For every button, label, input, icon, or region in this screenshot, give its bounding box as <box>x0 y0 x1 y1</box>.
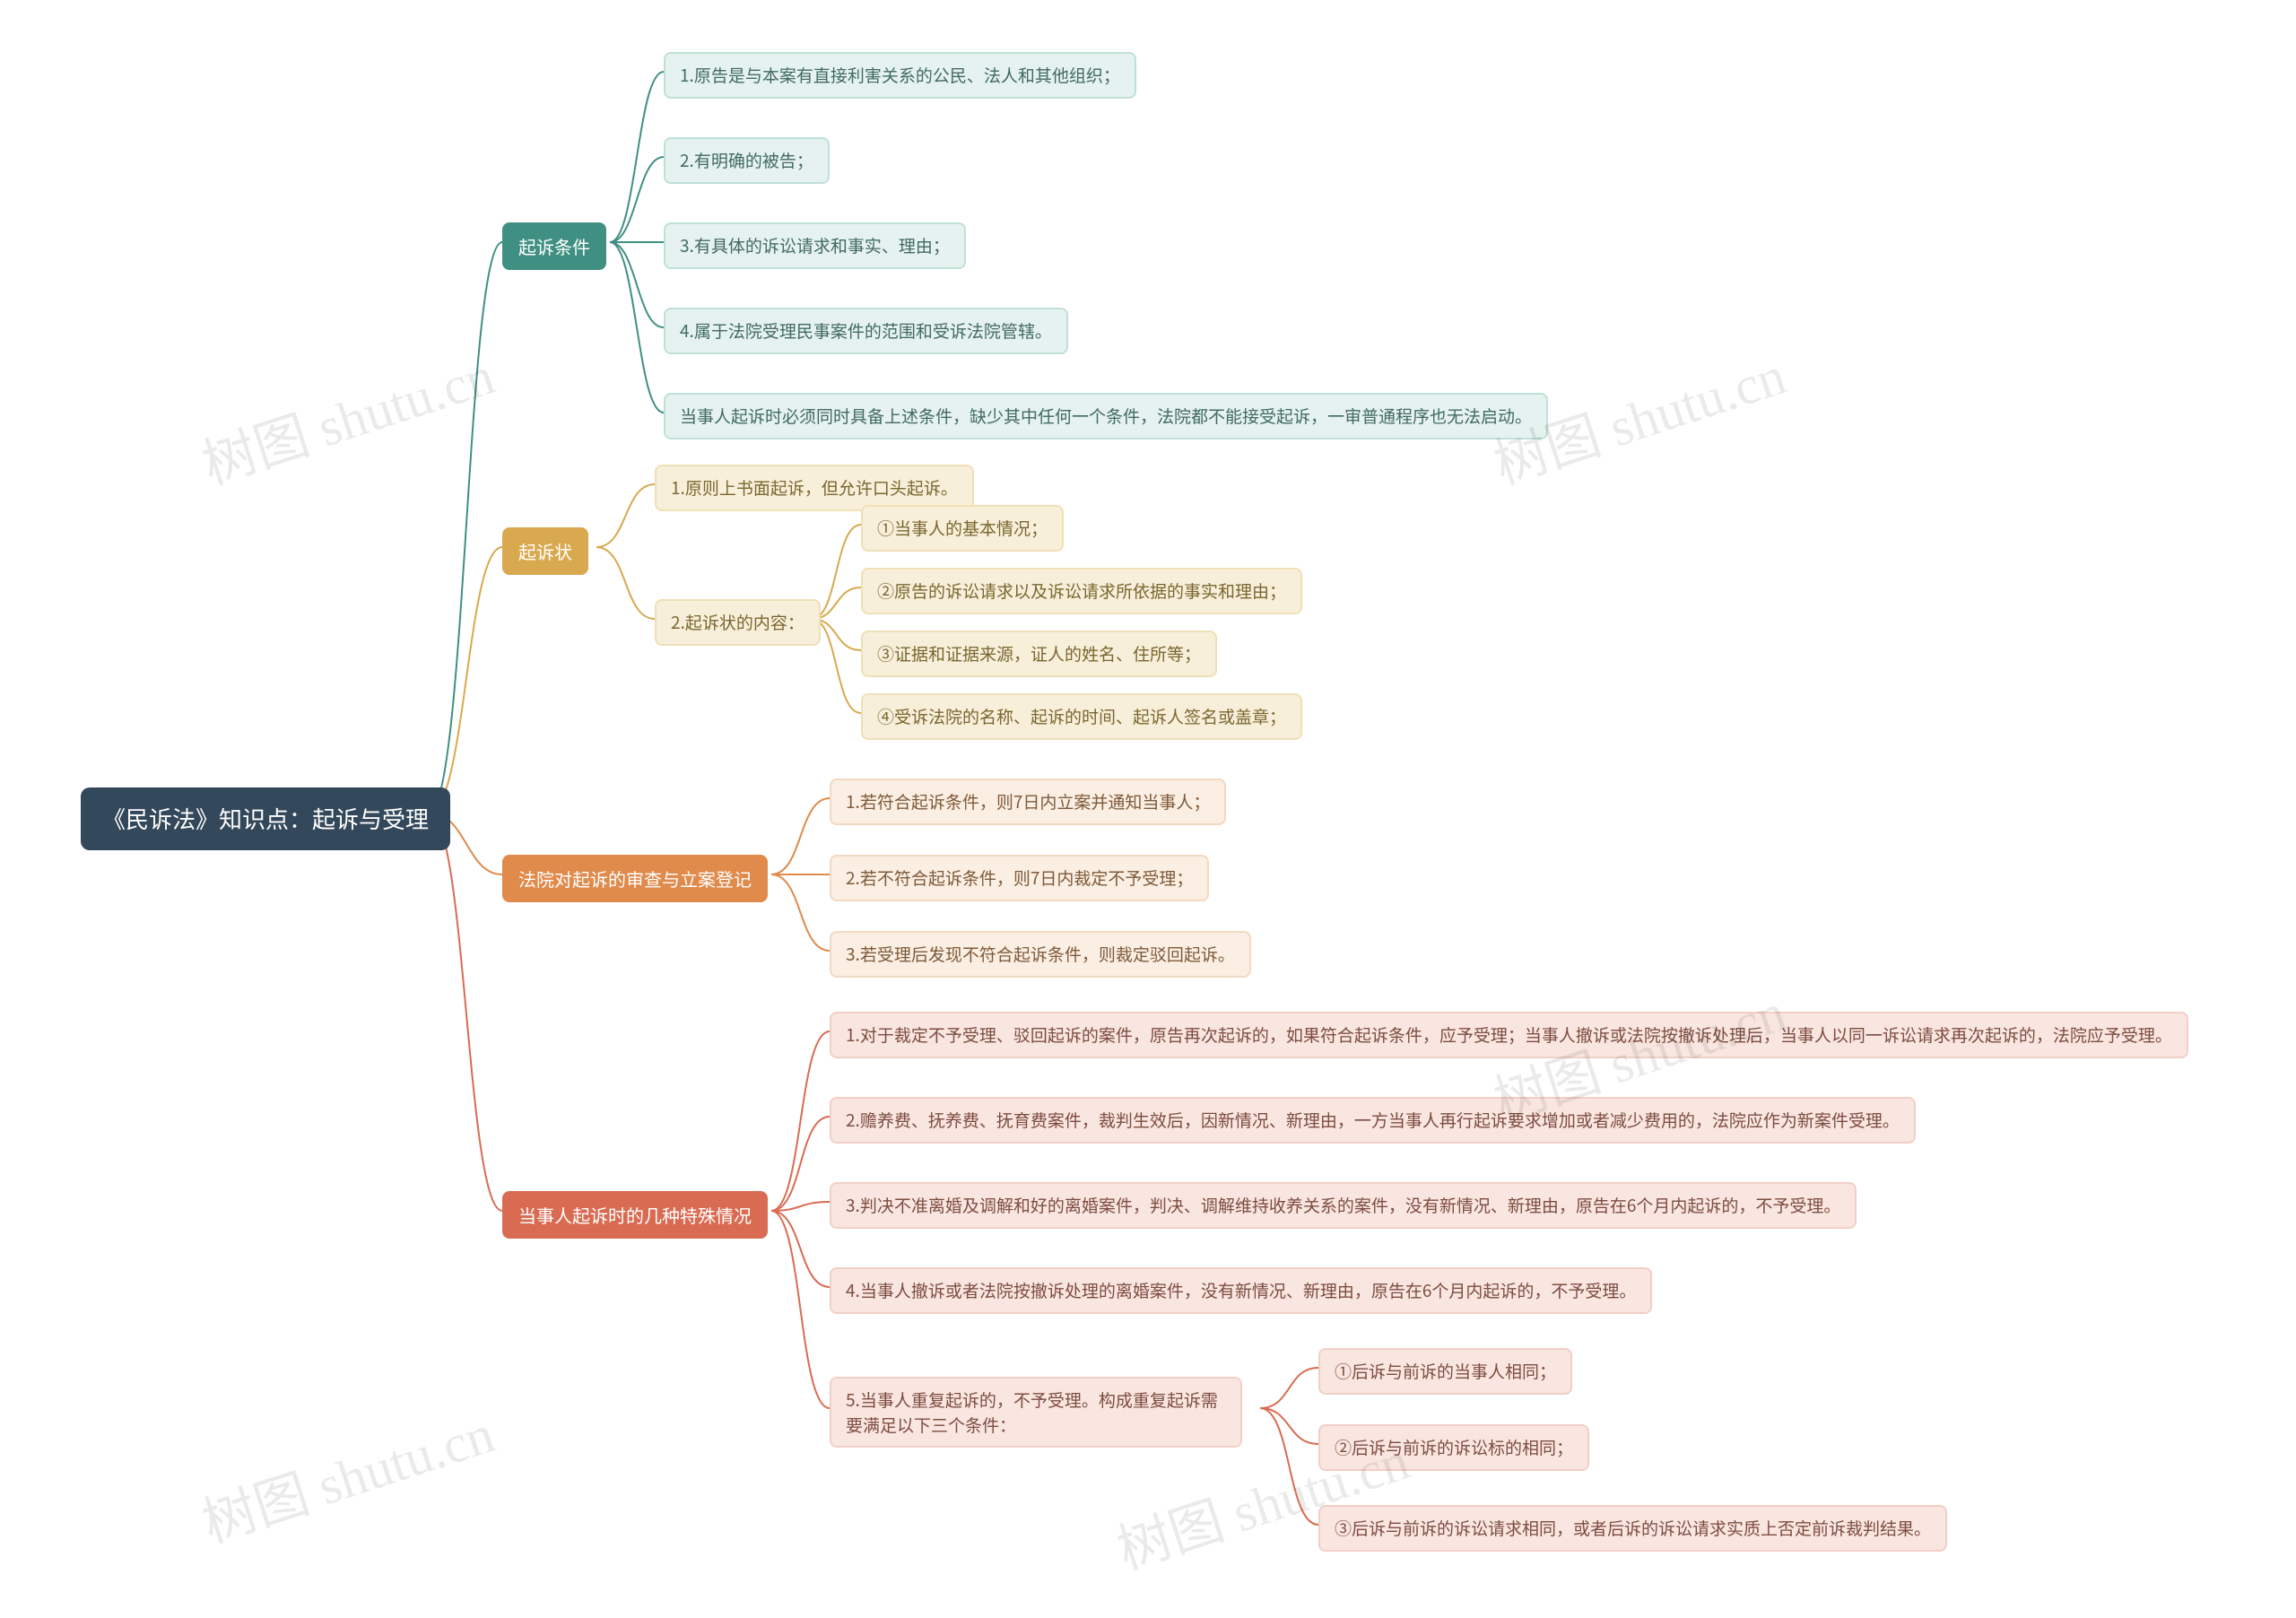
leaf-complaint-2-4: ④受诉法院的名称、起诉的时间、起诉人签名或盖章； <box>861 693 1302 740</box>
watermark: 树图 shutu.cn <box>191 1390 502 1558</box>
leaf-special-5-2: ②后诉与前诉的诉讼标的相同； <box>1318 1424 1589 1471</box>
branch-special: 当事人起诉时的几种特殊情况 <box>502 1191 768 1239</box>
leaf-special-2: 2.赡养费、抚养费、抚育费案件，裁判生效后，因新情况、新理由，一方当事人再行起诉… <box>830 1097 1916 1144</box>
leaf-review-1: 1.若符合起诉条件，则7日内立案并通知当事人； <box>830 779 1226 825</box>
leaf-complaint-2: 2.起诉状的内容： <box>655 599 821 646</box>
leaf-review-3: 3.若受理后发现不符合起诉条件，则裁定驳回起诉。 <box>830 931 1251 978</box>
leaf-complaint-2-3: ③证据和证据来源，证人的姓名、住所等； <box>861 631 1217 677</box>
leaf-special-1: 1.对于裁定不予受理、驳回起诉的案件，原告再次起诉的，如果符合起诉条件，应予受理… <box>830 1012 2188 1058</box>
leaf-complaint-2-2: ②原告的诉讼请求以及诉讼请求所依据的事实和理由； <box>861 568 1302 614</box>
watermark: 树图 shutu.cn <box>191 332 502 500</box>
leaf-conditions-5: 当事人起诉时必须同时具备上述条件，缺少其中任何一个条件，法院都不能接受起诉，一审… <box>664 393 1548 439</box>
branch-complaint: 起诉状 <box>502 527 588 575</box>
branch-review: 法院对起诉的审查与立案登记 <box>502 855 768 902</box>
leaf-review-2: 2.若不符合起诉条件，则7日内裁定不予受理； <box>830 855 1209 901</box>
leaf-conditions-3: 3.有具体的诉讼请求和事实、理由； <box>664 222 966 269</box>
leaf-complaint-2-1: ①当事人的基本情况； <box>861 505 1064 552</box>
leaf-special-4: 4.当事人撤诉或者法院按撤诉处理的离婚案件，没有新情况、新理由，原告在6个月内起… <box>830 1267 1652 1314</box>
branch-conditions: 起诉条件 <box>502 222 606 270</box>
leaf-complaint-1: 1.原则上书面起诉，但允许口头起诉。 <box>655 465 974 511</box>
mindmap-root: 《民诉法》知识点：起诉与受理 <box>81 787 450 850</box>
leaf-special-5-1: ①后诉与前诉的当事人相同； <box>1318 1348 1572 1395</box>
leaf-conditions-2: 2.有明确的被告； <box>664 137 830 184</box>
leaf-conditions-1: 1.原告是与本案有直接利害关系的公民、法人和其他组织； <box>664 52 1136 99</box>
leaf-special-3: 3.判决不准离婚及调解和好的离婚案件，判决、调解维持收养关系的案件，没有新情况、… <box>830 1182 1857 1229</box>
leaf-conditions-4: 4.属于法院受理民事案件的范围和受诉法院管辖。 <box>664 308 1068 354</box>
leaf-special-5-3: ③后诉与前诉的诉讼请求相同，或者后诉的诉讼请求实质上否定前诉裁判结果。 <box>1318 1505 1947 1552</box>
leaf-special-5: 5.当事人重复起诉的，不予受理。构成重复起诉需要满足以下三个条件： <box>830 1377 1242 1448</box>
